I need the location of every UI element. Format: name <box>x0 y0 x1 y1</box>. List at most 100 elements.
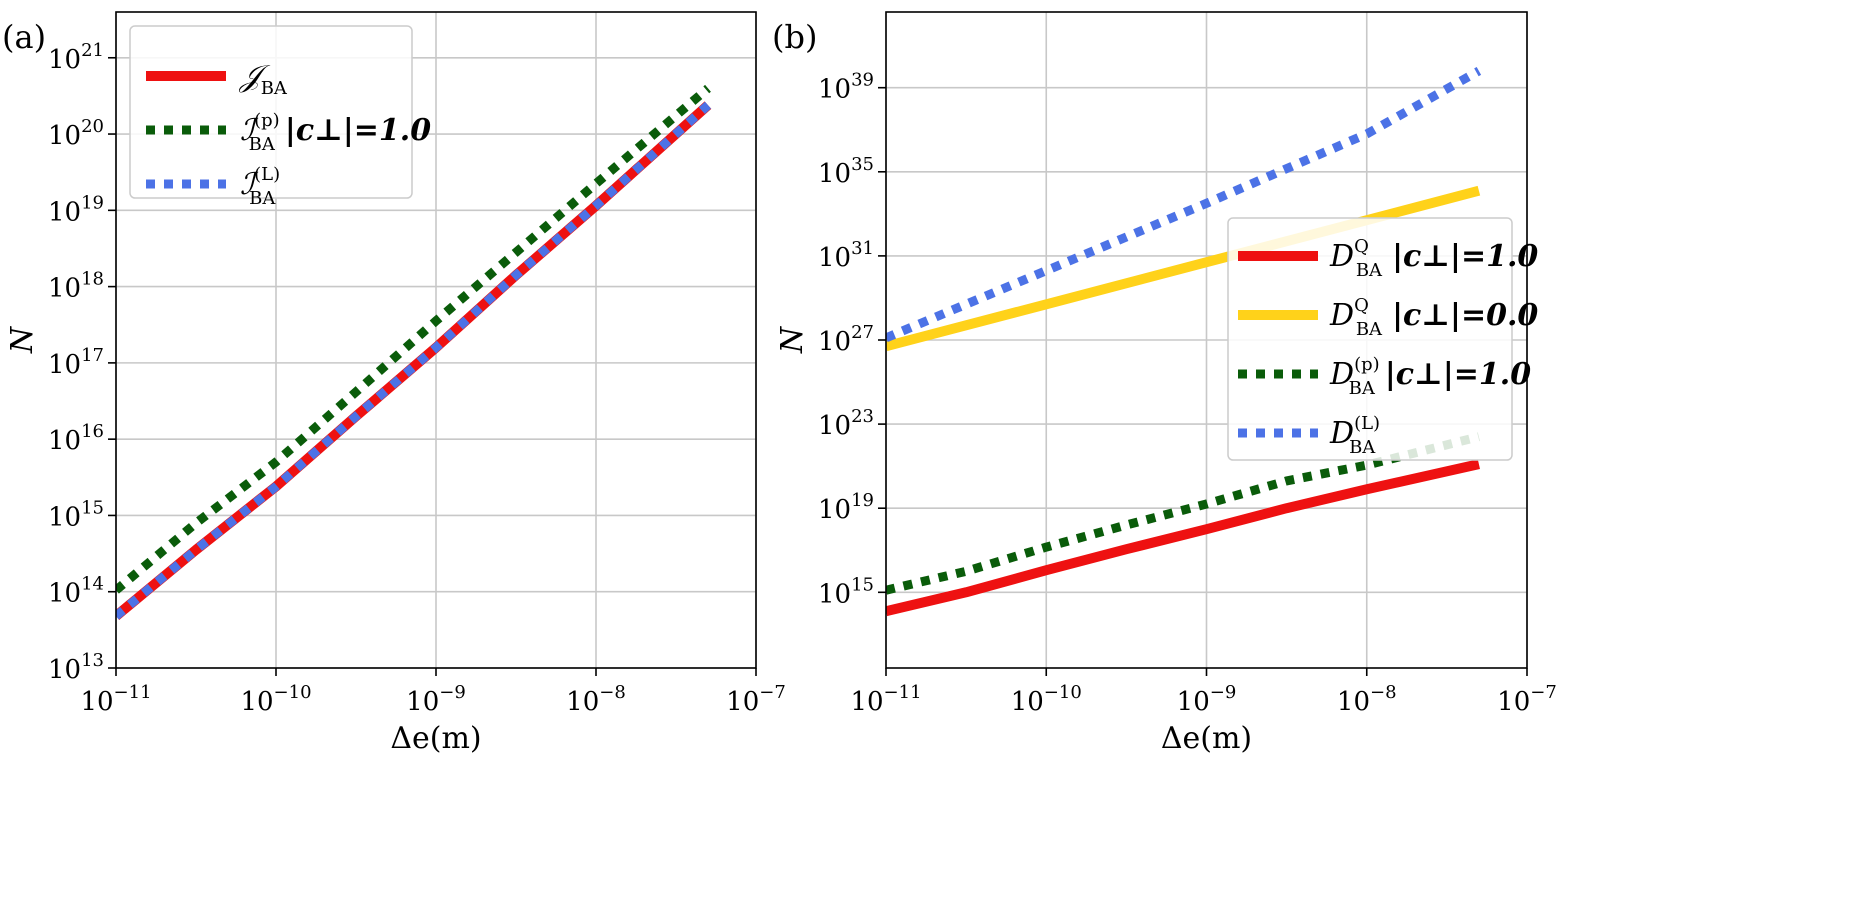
legend-entry: DQ BA |c⊥|=0.0 <box>1329 295 1538 340</box>
x-tick-label: 10−8 <box>1337 682 1397 717</box>
tick-base: 10 <box>48 579 81 609</box>
tick-base: 10 <box>566 687 599 717</box>
y-axis-label: N <box>5 325 40 354</box>
tick-base: 10 <box>48 274 81 304</box>
tick-base: 10 <box>80 687 113 717</box>
x-tick-label: 10−8 <box>566 682 626 717</box>
y-tick-label: 1014 <box>48 574 104 609</box>
tick-exponent: 27 <box>851 322 874 343</box>
tick-exponent: 16 <box>81 421 104 442</box>
legend-subscript: BA <box>1349 437 1376 458</box>
x-tick-label: 10−10 <box>240 682 311 717</box>
y-tick-label: 1019 <box>48 192 104 227</box>
tick-exponent: −9 <box>439 682 466 703</box>
legend-subscript: BA <box>261 78 288 99</box>
legend-condition: |c⊥|=1.0 <box>1392 239 1538 274</box>
x-tick-label: 10−11 <box>80 682 151 717</box>
y-tick-label: 1039 <box>818 70 874 105</box>
legend-entry: D(p) BA |c⊥|=1.0 <box>1329 354 1531 399</box>
y-tick-label: 1015 <box>818 574 874 609</box>
tick-exponent: 18 <box>81 269 104 290</box>
legend-symbol: D <box>1329 298 1354 333</box>
tick-base: 10 <box>818 495 851 525</box>
legend: DQ BA |c⊥|=1.0DQ BA |c⊥|=0.0D(p) BA |c⊥|=1.0D(… <box>1227 217 1538 461</box>
x-tick-label: 10−10 <box>1011 682 1082 717</box>
tick-base: 10 <box>850 687 883 717</box>
tick-base: 10 <box>1497 687 1530 717</box>
legend-box <box>1227 217 1513 461</box>
tick-base: 10 <box>818 159 851 189</box>
y-tick-label: 1017 <box>48 345 104 380</box>
y-tick-label: 1035 <box>818 154 874 189</box>
tick-base: 10 <box>240 687 273 717</box>
tick-base: 10 <box>406 687 439 717</box>
tick-exponent: 23 <box>851 406 874 427</box>
y-tick-label: 1015 <box>48 497 104 532</box>
legend-subscript: BA <box>1356 319 1383 340</box>
legend-subscript: BA <box>1349 378 1376 399</box>
legend-condition: |c⊥|=1.0 <box>1385 357 1531 392</box>
tick-exponent: −7 <box>759 682 786 703</box>
tick-exponent: 15 <box>851 574 874 595</box>
tick-base: 10 <box>818 579 851 609</box>
panel-a: 10−11 10−10 10−9 10−8 10−7101310141015101610… <box>2 11 786 756</box>
legend-subscript: BA <box>1356 260 1383 281</box>
x-tick-label: 10−7 <box>1497 682 1557 717</box>
tick-base: 10 <box>48 45 81 75</box>
tick-base: 10 <box>818 243 851 273</box>
legend-entry: ℐ(L) BA <box>240 164 280 209</box>
tick-exponent: 20 <box>81 116 104 137</box>
tick-exponent: −10 <box>1044 682 1082 703</box>
legend-symbol: D <box>1329 357 1354 392</box>
legend-superscript: Q <box>1354 295 1369 316</box>
legend-symbol: D <box>1329 416 1354 451</box>
tick-base: 10 <box>48 655 81 685</box>
legend-symbol: D <box>1329 239 1354 274</box>
tick-exponent: 19 <box>81 192 104 213</box>
tick-exponent: 15 <box>81 497 104 518</box>
legend-superscript: (p) <box>254 110 280 131</box>
series-line-blue-3 <box>886 66 1482 343</box>
y-tick-label: 1031 <box>818 238 874 273</box>
legend-superscript: (L) <box>1354 413 1380 434</box>
series-line-green-1 <box>116 84 711 594</box>
x-tick-label: 10−9 <box>406 682 466 717</box>
y-tick-label: 1016 <box>48 421 104 456</box>
legend-entry: ℐ(p) BA |c⊥|=1.0 <box>240 110 431 155</box>
series-line-red-0 <box>886 459 1480 617</box>
tick-base: 10 <box>1011 687 1044 717</box>
legend-condition: |c⊥|=0.0 <box>1392 298 1538 333</box>
y-tick-label: 1023 <box>818 406 874 441</box>
y-tick-label: 1020 <box>48 116 104 151</box>
tick-exponent: −11 <box>884 682 922 703</box>
series-line-green-2 <box>886 432 1481 595</box>
tick-exponent: −8 <box>599 682 626 703</box>
y-tick-label: 1013 <box>48 650 104 685</box>
y-tick-label: 1021 <box>48 40 104 75</box>
x-tick-label: 10−9 <box>1177 682 1237 717</box>
tick-exponent: −10 <box>274 682 312 703</box>
tick-exponent: 21 <box>81 40 104 61</box>
tick-base: 10 <box>48 426 81 456</box>
tick-base: 10 <box>1177 687 1210 717</box>
tick-base: 10 <box>48 502 81 532</box>
tick-exponent: −9 <box>1210 682 1237 703</box>
tick-base: 10 <box>48 197 81 227</box>
legend-superscript: (L) <box>254 164 280 185</box>
panel-label: (b) <box>772 18 817 56</box>
tick-exponent: 39 <box>851 70 874 91</box>
legend-entry: DQ BA |c⊥|=1.0 <box>1329 236 1538 281</box>
panel-b: 10−11 10−10 10−9 10−8 10−7101510191023102710… <box>772 11 1557 756</box>
y-tick-label: 1019 <box>818 490 874 525</box>
y-tick-label: 1027 <box>818 322 874 357</box>
series-group <box>116 84 712 620</box>
panel-label: (a) <box>2 18 46 56</box>
tick-base: 10 <box>48 350 81 380</box>
tick-base: 10 <box>48 121 81 151</box>
tick-base: 10 <box>1337 687 1370 717</box>
tick-exponent: −8 <box>1370 682 1397 703</box>
legend-condition: |c⊥|=1.0 <box>285 113 431 148</box>
legend-superscript: (p) <box>1354 354 1380 375</box>
